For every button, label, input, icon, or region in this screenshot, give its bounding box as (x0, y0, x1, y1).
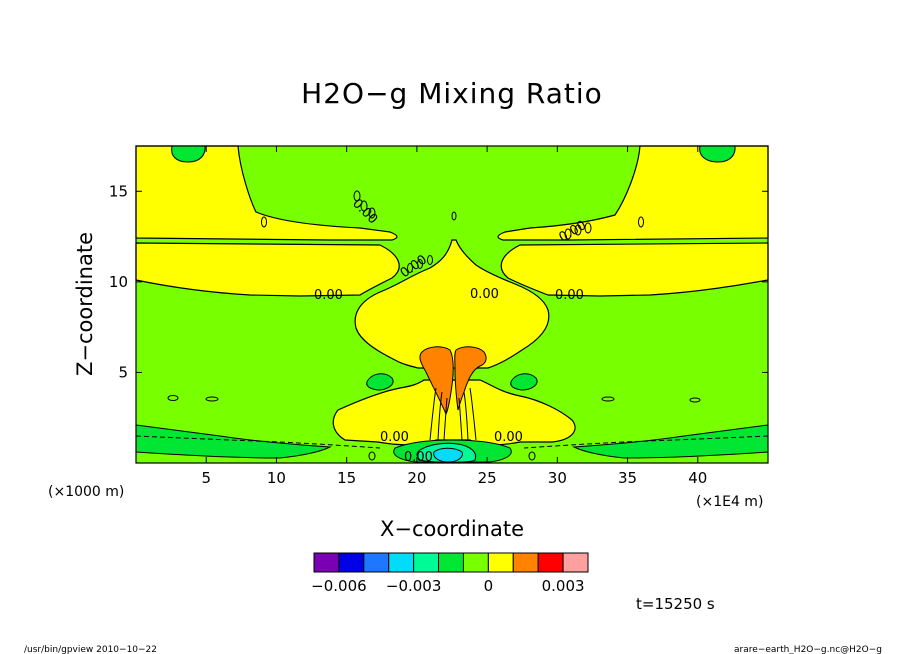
left-orange-lobe (419, 346, 454, 416)
y-axis-ticks: 5 10 15 (109, 182, 768, 381)
colorbar-swatch (512, 552, 539, 573)
x-tick-label: 40 (688, 469, 707, 487)
y-tick-label: 10 (109, 273, 128, 291)
y-axis-label: Z−coordinate (73, 232, 97, 376)
colorbar-tick-label: 0.003 (542, 577, 585, 595)
footer-left: /usr/bin/gpview 2010−10−22 (24, 645, 157, 654)
contour-label: 0.00 (314, 288, 343, 303)
x-tick-label: 35 (618, 469, 637, 487)
upper-right-green-patch (699, 145, 736, 163)
colorbar-swatch (438, 552, 464, 573)
lower-right-green-band (572, 424, 769, 459)
x-tick-label: 20 (407, 469, 426, 487)
contour-label: 0.00 (470, 287, 499, 302)
lower-yellow-region (332, 379, 576, 446)
upper-left-green-patch (171, 145, 206, 163)
contour-label: 0.00 (380, 430, 409, 445)
x-unit-label: (×1E4 m) (696, 494, 763, 510)
central-updraft-contours (429, 387, 477, 441)
colorbar-tick-label: 0 (484, 577, 494, 595)
contour-label: 0.00 (494, 430, 523, 445)
colorbar-labels: −0.006 −0.003 0 0.003 (311, 577, 584, 595)
y-tick-label: 15 (109, 182, 128, 200)
right-small-green-patch (510, 373, 538, 391)
surface-cyan-core (433, 447, 463, 463)
contour-label: 0.00 (555, 288, 584, 303)
contour-label: 0.00 (404, 450, 433, 465)
x-axis-ticks: 5 10 15 20 25 30 35 40 (201, 146, 707, 487)
y-tick-label: 5 (118, 363, 128, 381)
plot-border (135, 145, 769, 464)
x-tick-label: 5 (201, 469, 211, 487)
z-unit-label: (×1000 m) (48, 484, 124, 500)
footer-right: arare−earth_H2O−g.nc@H2O−g (734, 645, 882, 654)
colorbar-tick-label: −0.003 (386, 577, 442, 595)
colorbar-swatch (363, 552, 390, 573)
x-tick-label: 25 (478, 469, 497, 487)
colorbar-swatch (462, 552, 489, 573)
colorbar-swatch (537, 552, 564, 573)
mid-right-yellow-band (500, 242, 769, 297)
small-contour-loops (167, 190, 701, 461)
colorbar-swatch (487, 552, 514, 573)
colorbar-swatch (388, 552, 415, 573)
left-small-green-patch (366, 373, 394, 391)
colorbar-swatch (313, 552, 340, 573)
colorbar-swatch (562, 552, 589, 573)
colorbar-tick-label: −0.006 (311, 577, 367, 595)
upper-right-yellow-region (497, 145, 769, 241)
time-label: t=15250 s (636, 595, 715, 613)
x-tick-label: 30 (548, 469, 567, 487)
x-axis-label: X−coordinate (380, 517, 524, 541)
plot-area: 0.00 0.00 0.00 0.00 0.00 0.00 0.00 0.00 … (135, 145, 769, 465)
colorbar-swatch (338, 552, 365, 573)
colorbar-swatch (413, 552, 440, 573)
central-yellow-plume (354, 239, 550, 369)
colorbar (313, 552, 589, 573)
lower-left-green-band (135, 424, 332, 459)
upper-left-yellow-region (135, 145, 398, 241)
mid-left-yellow-band (135, 242, 400, 297)
x-tick-label: 15 (337, 469, 356, 487)
x-tick-label: 10 (267, 469, 286, 487)
chart-title: H2O−g Mixing Ratio (301, 77, 603, 110)
